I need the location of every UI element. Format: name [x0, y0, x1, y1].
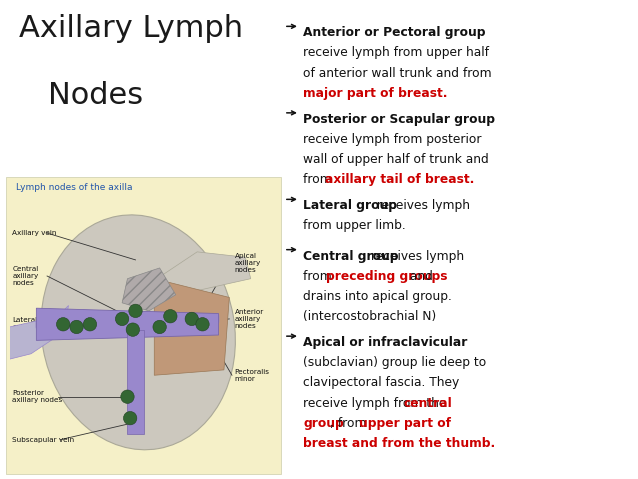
Circle shape	[70, 320, 83, 334]
Text: Central group: Central group	[303, 250, 399, 262]
Text: Lateral group: Lateral group	[303, 199, 397, 212]
Text: wall of upper half of trunk and: wall of upper half of trunk and	[303, 153, 489, 166]
Text: receive lymph from the: receive lymph from the	[303, 397, 450, 410]
Text: Pectoralis
minor: Pectoralis minor	[235, 369, 270, 382]
Text: receive lymph from upper half: receive lymph from upper half	[303, 46, 489, 59]
Circle shape	[123, 411, 137, 425]
Text: Posterior or Scapular group: Posterior or Scapular group	[303, 113, 495, 126]
Text: receives lymph: receives lymph	[367, 250, 464, 262]
Text: Lateral
axillary
nodes: Lateral axillary nodes	[12, 317, 38, 337]
Text: breast and from the thumb.: breast and from the thumb.	[303, 437, 495, 450]
Circle shape	[126, 323, 140, 336]
Ellipse shape	[41, 215, 235, 450]
Text: axillary tail of breast.: axillary tail of breast.	[325, 173, 474, 186]
Polygon shape	[157, 252, 251, 297]
Circle shape	[163, 309, 177, 323]
Text: upper part of: upper part of	[359, 417, 450, 430]
Polygon shape	[36, 308, 219, 341]
Circle shape	[56, 318, 70, 331]
Text: central: central	[404, 397, 452, 410]
Circle shape	[153, 320, 167, 334]
Circle shape	[115, 312, 129, 326]
Circle shape	[83, 318, 97, 331]
Text: preceding groups: preceding groups	[326, 270, 447, 283]
Circle shape	[121, 390, 134, 403]
Bar	[6, 177, 281, 474]
Text: from: from	[303, 270, 336, 283]
Text: Nodes: Nodes	[48, 81, 143, 111]
Text: from: from	[303, 173, 336, 186]
Text: receive lymph from posterior: receive lymph from posterior	[303, 133, 482, 146]
Text: Apical or infraclavicular: Apical or infraclavicular	[303, 336, 468, 349]
Text: clavipectoral fascia. They: clavipectoral fascia. They	[303, 376, 459, 389]
Polygon shape	[10, 306, 68, 359]
Polygon shape	[122, 268, 175, 311]
Text: group: group	[303, 417, 344, 430]
Circle shape	[196, 318, 209, 331]
Text: Anterior
axillary
nodes: Anterior axillary nodes	[235, 309, 264, 329]
Circle shape	[129, 304, 142, 318]
Text: Central
axillary
nodes: Central axillary nodes	[12, 266, 38, 286]
Text: , from: , from	[330, 417, 370, 430]
Text: Subscapular vein: Subscapular vein	[12, 437, 75, 443]
Text: (intercostobrachial N): (intercostobrachial N)	[303, 310, 436, 323]
Text: Apical
axillary
nodes: Apical axillary nodes	[235, 252, 261, 273]
Text: Axillary vein: Axillary vein	[12, 230, 57, 236]
Text: Posterior
axillary nodes: Posterior axillary nodes	[12, 390, 63, 403]
Polygon shape	[128, 330, 144, 434]
Text: from upper limb.: from upper limb.	[303, 219, 406, 232]
Circle shape	[185, 312, 198, 326]
Text: Lymph nodes of the axilla: Lymph nodes of the axilla	[16, 183, 133, 192]
Text: major part of breast.: major part of breast.	[303, 87, 447, 100]
Text: receives lymph: receives lymph	[369, 199, 470, 212]
Text: and: and	[406, 270, 433, 283]
Text: (subclavian) group lie deep to: (subclavian) group lie deep to	[303, 356, 486, 369]
Polygon shape	[154, 279, 229, 375]
Text: drains into apical group.: drains into apical group.	[303, 290, 452, 303]
Text: Anterior or Pectoral group: Anterior or Pectoral group	[303, 26, 486, 39]
Text: Axillary Lymph: Axillary Lymph	[19, 14, 243, 44]
Text: of anterior wall trunk and from: of anterior wall trunk and from	[303, 67, 492, 80]
